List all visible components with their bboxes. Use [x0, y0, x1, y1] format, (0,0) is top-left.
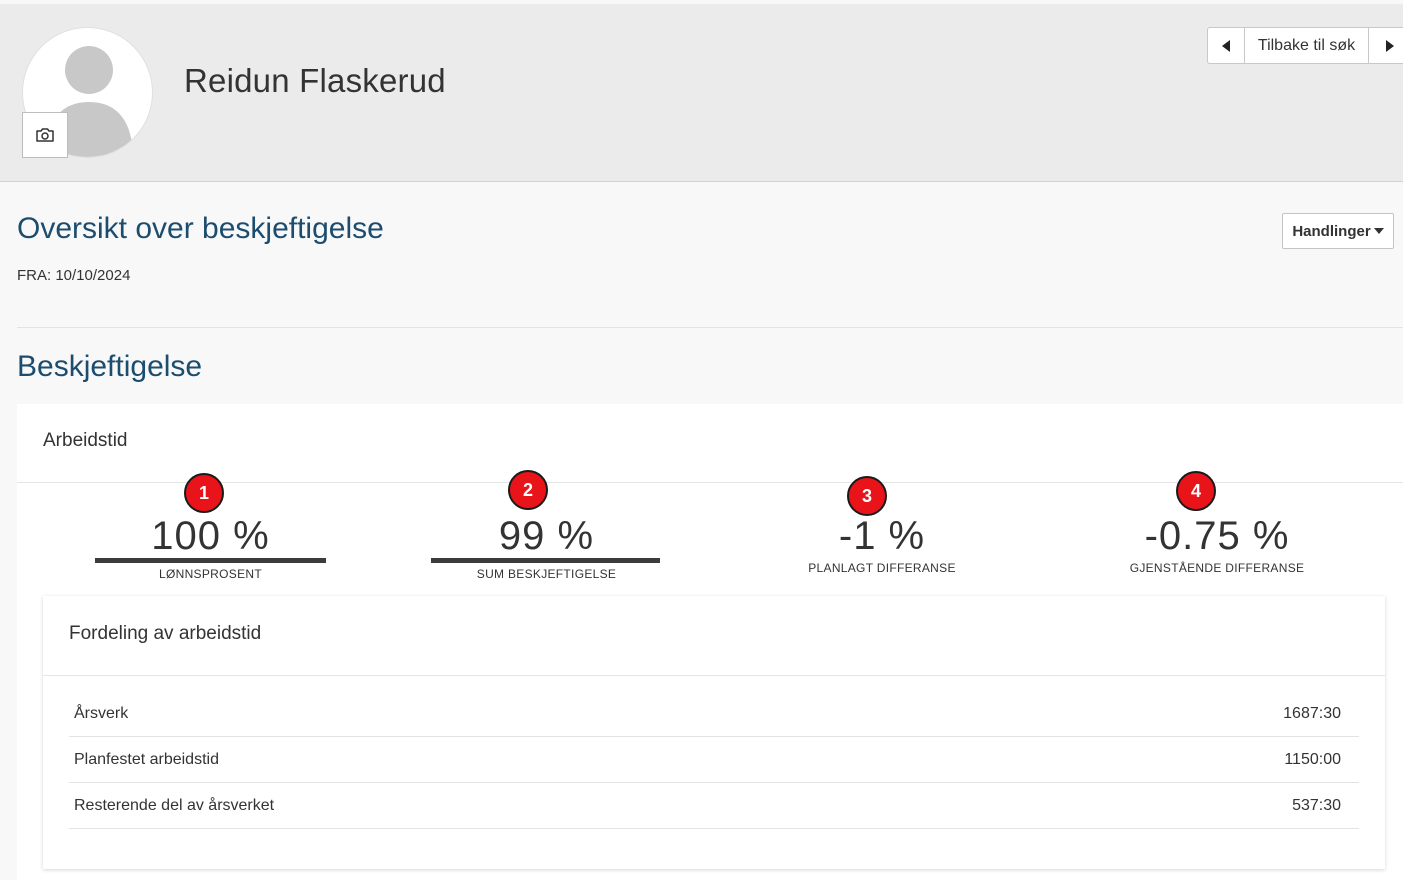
table-row: Årsverk 1687:30: [69, 691, 1359, 737]
row-value: 1150:00: [1284, 750, 1341, 768]
metric-planned-difference: -1 % PLANLAGT DIFFERANSE: [782, 514, 982, 575]
metric-label: LØNNSPROSENT: [159, 567, 262, 581]
metric-label: SUM BESKJEFTIGELSE: [476, 567, 617, 581]
metric-sum-employment: 99 % SUM BESKJEFTIGELSE: [431, 514, 662, 581]
table-row: Resterende del av årsverket 537:30: [69, 783, 1359, 829]
distribution-title: Fordeling av arbeidstid: [69, 623, 262, 644]
distribution-table: Årsverk 1687:30 Planfestet arbeidstid 11…: [69, 691, 1359, 829]
metric-label: PLANLAGT DIFFERANSE: [808, 561, 956, 575]
metric-value: -0.75 %: [1144, 514, 1290, 558]
row-label: Planfestet arbeidstid: [74, 750, 219, 768]
metric-progress-bar: [431, 558, 660, 563]
row-value: 537:30: [1292, 796, 1341, 814]
annotation-marker: 4: [1176, 471, 1216, 511]
camera-icon: [36, 128, 54, 142]
caret-right-icon: [1385, 39, 1394, 52]
metric-value: -1 %: [838, 514, 926, 558]
metric-salary-percent: 100 % LØNNSPROSENT: [95, 514, 326, 581]
actions-label: Handlinger: [1292, 222, 1371, 240]
distribution-card: Fordeling av arbeidstid Årsverk 1687:30 …: [43, 596, 1385, 869]
section-divider: [17, 327, 1403, 328]
employment-title: Beskjeftigelse: [17, 350, 203, 383]
profile-header: Reidun Flaskerud Tilbake til søk: [0, 4, 1403, 182]
row-label: Årsverk: [74, 704, 129, 722]
card-divider: [43, 675, 1385, 676]
row-value: 1687:30: [1283, 704, 1341, 722]
metric-value: 99 %: [498, 514, 595, 558]
metric-value: 100 %: [151, 514, 270, 558]
metric-label: GJENSTÅENDE DIFFERANSE: [1129, 561, 1305, 575]
table-row: Planfestet arbeidstid 1150:00: [69, 737, 1359, 783]
caret-left-icon: [1221, 39, 1230, 52]
row-label: Resterende del av årsverket: [74, 796, 275, 814]
back-to-search-button[interactable]: Tilbake til søk: [1245, 28, 1369, 63]
person-name: Reidun Flaskerud: [184, 62, 446, 99]
previous-record-button[interactable]: [1208, 28, 1245, 63]
card-divider: [17, 482, 1403, 483]
annotation-marker: 3: [847, 476, 887, 516]
annotation-marker: 1: [184, 473, 224, 513]
change-photo-button[interactable]: [22, 112, 68, 158]
next-record-button[interactable]: [1369, 28, 1403, 63]
overview-title: Oversikt over beskjeftigelse: [17, 212, 384, 245]
card-title: Arbeidstid: [43, 430, 128, 451]
from-date: FRA: 10/10/2024: [17, 267, 131, 284]
caret-down-icon: [1373, 228, 1384, 234]
metric-remaining-difference: -0.75 % GJENSTÅENDE DIFFERANSE: [1107, 514, 1327, 575]
record-navigation: Tilbake til søk: [1207, 27, 1403, 64]
annotation-marker: 2: [508, 470, 548, 510]
metric-progress-bar: [95, 558, 326, 563]
actions-dropdown-button[interactable]: Handlinger: [1282, 213, 1394, 249]
